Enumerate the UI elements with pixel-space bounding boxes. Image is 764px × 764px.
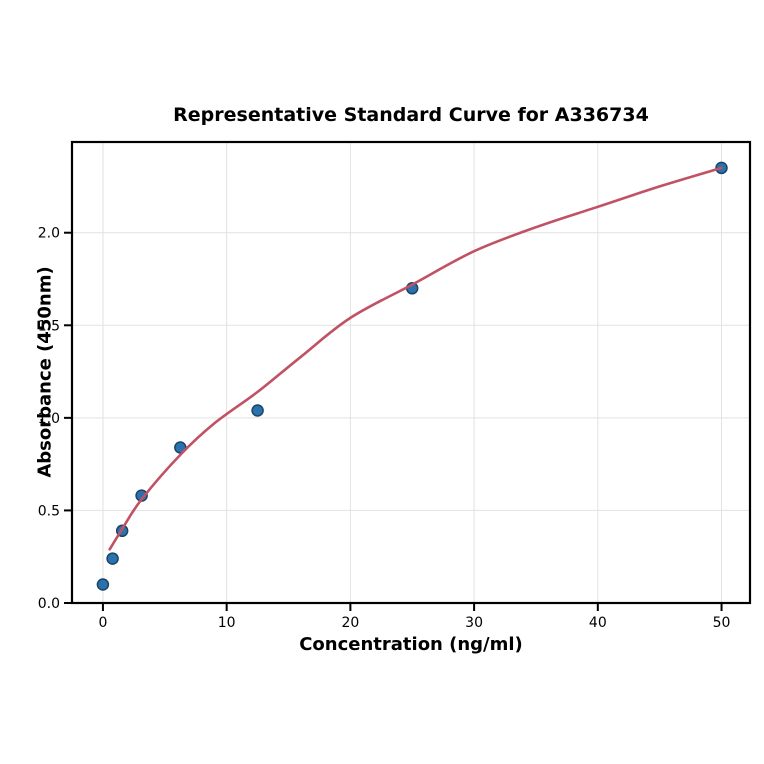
chart-title: Representative Standard Curve for A33673…: [173, 104, 649, 126]
x-axis-label: Concentration (ng/ml): [299, 634, 523, 655]
fit-curve: [108, 166, 723, 551]
y-tick-label: 1.0: [38, 411, 60, 427]
y-tick-label: 1.5: [38, 318, 60, 334]
x-tick-label: 20: [341, 615, 359, 631]
x-tick-label: 30: [465, 615, 483, 631]
x-tick-label: 50: [713, 615, 731, 631]
data-point: [106, 552, 119, 565]
y-tick-label: 0.5: [38, 503, 60, 519]
y-tick-label: 2.0: [38, 226, 60, 242]
x-tick-label: 0: [98, 615, 107, 631]
plot-frame: [70, 140, 752, 605]
y-tick-label: 0.0: [38, 596, 60, 612]
x-tick-label: 10: [218, 615, 236, 631]
x-tick-label: 40: [589, 615, 607, 631]
data-point: [251, 404, 264, 417]
data-point: [96, 578, 110, 591]
